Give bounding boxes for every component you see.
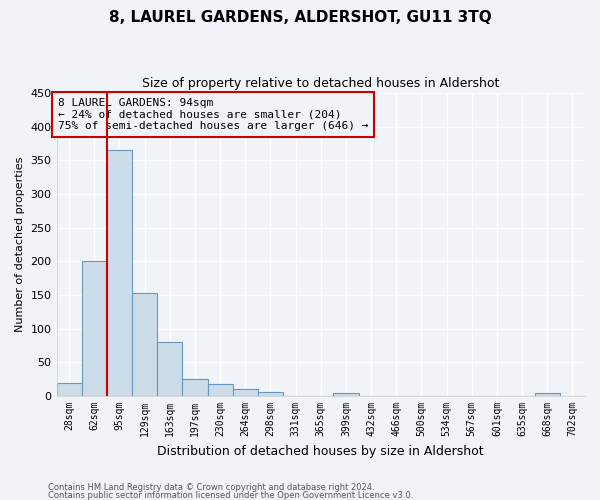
Bar [107,150,132,396]
Bar [56,382,82,396]
Y-axis label: Number of detached properties: Number of detached properties [15,157,25,332]
Text: Contains HM Land Registry data © Crown copyright and database right 2024.: Contains HM Land Registry data © Crown c… [48,484,374,492]
Text: 8, LAUREL GARDENS, ALDERSHOT, GU11 3TQ: 8, LAUREL GARDENS, ALDERSHOT, GU11 3TQ [109,10,491,25]
Bar [334,394,359,396]
Bar [233,390,258,396]
Bar [208,384,233,396]
Bar [157,342,182,396]
Bar [258,392,283,396]
Title: Size of property relative to detached houses in Aldershot: Size of property relative to detached ho… [142,78,499,90]
Text: Contains public sector information licensed under the Open Government Licence v3: Contains public sector information licen… [48,490,413,500]
Bar [182,379,208,396]
Text: 8 LAUREL GARDENS: 94sqm
← 24% of detached houses are smaller (204)
75% of semi-d: 8 LAUREL GARDENS: 94sqm ← 24% of detache… [58,98,368,131]
Bar [82,262,107,396]
X-axis label: Distribution of detached houses by size in Aldershot: Distribution of detached houses by size … [157,444,484,458]
Bar [535,394,560,396]
Bar [132,293,157,396]
